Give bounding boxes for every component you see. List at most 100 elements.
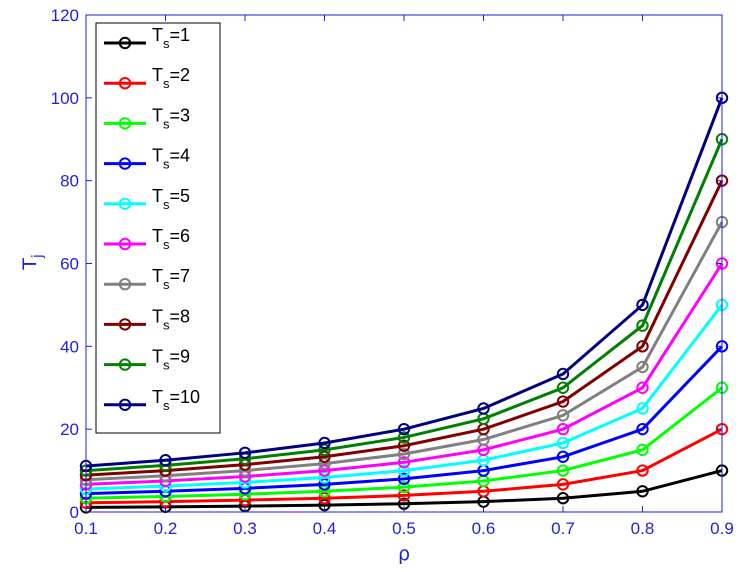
legend-label-suffix: =2 <box>170 65 191 85</box>
legend-entry: Ts=10 <box>104 387 200 413</box>
legend-label-subscript: s <box>163 157 170 172</box>
data-point <box>556 367 570 381</box>
legend-label-main: T <box>152 306 163 326</box>
legend-entry: Ts=6 <box>104 226 190 252</box>
legend-label-suffix: =6 <box>170 226 191 246</box>
x-tick-label: 0.8 <box>631 519 655 538</box>
legend-label: Ts=9 <box>152 347 190 373</box>
y-axis-label-main: T <box>19 258 41 271</box>
data-point <box>636 319 649 332</box>
legend-label-subscript: s <box>163 76 170 91</box>
legend-entry: Ts=3 <box>104 105 190 131</box>
y-tick-label: 20 <box>60 420 79 439</box>
data-point <box>636 381 649 394</box>
series-line <box>85 427 723 505</box>
legend-label: Ts=10 <box>152 387 200 413</box>
data-point <box>556 422 570 436</box>
y-tick-label: 80 <box>60 172 79 191</box>
data-point <box>397 464 411 477</box>
legend-marker <box>118 77 132 90</box>
legend-entry: Ts=8 <box>104 306 190 332</box>
data-point <box>318 485 331 498</box>
data-point <box>636 443 649 457</box>
data-point <box>159 454 172 467</box>
legend-label-main: T <box>152 347 163 367</box>
data-point <box>318 457 331 470</box>
y-axis-label-group: Tj <box>19 254 46 271</box>
y-axis-label: Tj <box>19 254 46 271</box>
y-tick-label: 40 <box>60 337 79 356</box>
data-point <box>556 395 570 408</box>
x-tick-label: 0.3 <box>233 519 257 538</box>
axes: 0.1 0.2 0.3 0.4 0.5 0.6 0.7 0.8 0.9 0 20 40 60 80 100 1… <box>51 6 734 538</box>
legend-label-subscript: s <box>163 36 170 51</box>
legend-label-subscript: s <box>163 237 170 252</box>
data-point <box>556 381 570 394</box>
series-5 <box>79 298 729 496</box>
legend-entry: Ts=2 <box>104 65 190 91</box>
data-point <box>318 478 331 491</box>
x-tick-label: 0.2 <box>154 519 178 538</box>
x-tick-label: 0.5 <box>392 519 416 538</box>
legend-entry: Ts=7 <box>104 266 190 292</box>
series-line <box>85 97 724 468</box>
series-line <box>85 262 724 486</box>
legend-label-subscript: s <box>163 358 170 373</box>
legend: Ts=1Ts=2Ts=3Ts=4Ts=5Ts=6Ts=7Ts=8Ts=9Ts=1… <box>95 22 221 434</box>
legend-label: Ts=6 <box>152 226 190 252</box>
legend-label-suffix: =8 <box>170 306 191 326</box>
data-point <box>318 492 331 505</box>
legend-label-main: T <box>152 266 163 286</box>
legend-label: Ts=5 <box>152 186 190 212</box>
legend-marker <box>118 278 132 291</box>
data-point <box>636 464 649 477</box>
legend-label-main: T <box>152 25 163 45</box>
legend-label: Ts=7 <box>152 266 190 292</box>
series-1 <box>79 464 729 514</box>
legend-label-subscript: s <box>163 277 170 292</box>
legend-marker <box>118 358 132 371</box>
legend-label: Ts=2 <box>152 65 190 91</box>
legend-label-main: T <box>152 186 163 206</box>
legend-label-main: T <box>152 65 163 85</box>
data-point <box>636 360 649 374</box>
data-point <box>636 402 649 415</box>
legend-label-main: T <box>152 146 163 166</box>
data-point <box>556 464 570 477</box>
series-line <box>85 180 724 477</box>
data-point <box>397 456 411 469</box>
series-8 <box>79 174 729 482</box>
data-point <box>397 472 411 486</box>
legend-marker <box>118 117 132 130</box>
y-tick-label: 0 <box>70 503 79 522</box>
legend-label: Ts=4 <box>152 146 190 172</box>
y-tick-label: 100 <box>51 89 79 108</box>
x-tick-label: 0.4 <box>313 519 337 538</box>
legend-label-subscript: s <box>163 197 170 212</box>
data-point <box>556 436 570 450</box>
plot-area <box>79 91 729 514</box>
data-point <box>556 409 570 422</box>
series-line <box>85 138 724 473</box>
data-point <box>318 471 331 484</box>
legend-label-suffix: =7 <box>170 266 191 286</box>
data-point <box>477 402 490 415</box>
legend-entry: Ts=9 <box>104 347 190 373</box>
legend-entry: Ts=5 <box>104 186 190 212</box>
legend-label-main: T <box>152 387 163 407</box>
legend-label-suffix: =4 <box>170 146 191 166</box>
series-line <box>85 469 723 509</box>
data-point <box>397 489 411 502</box>
legend-label: Ts=1 <box>152 25 190 51</box>
legend-entry: Ts=1 <box>104 25 190 51</box>
x-tick-label: 0.9 <box>710 519 734 538</box>
legend-label-suffix: =9 <box>170 347 191 367</box>
data-point <box>636 485 649 498</box>
data-point <box>636 422 649 436</box>
legend-label-suffix: =1 <box>170 25 191 45</box>
data-point <box>556 450 570 463</box>
legend-label-main: T <box>152 226 163 246</box>
legend-label-main: T <box>152 105 163 125</box>
legend-label-suffix: =3 <box>170 105 191 125</box>
